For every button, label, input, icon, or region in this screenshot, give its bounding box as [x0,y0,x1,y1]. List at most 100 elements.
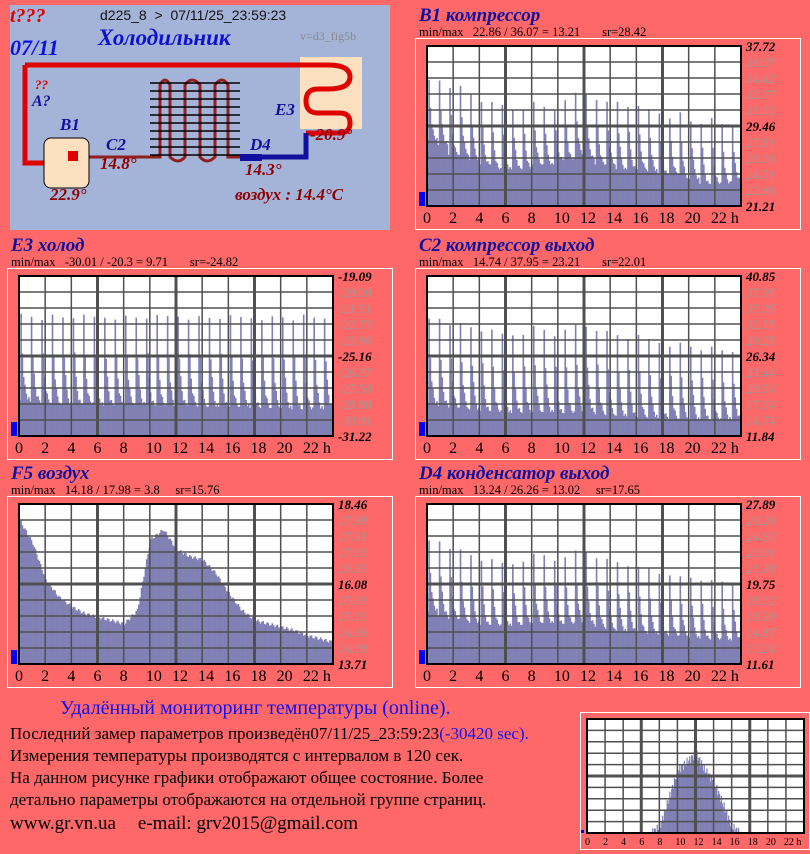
x-tick-label: 6 [502,210,510,227]
x-tick-label: 20 [685,440,701,457]
y-tick-label: 26.34 [745,349,776,364]
sensor-b1-value: 22.9° [50,185,87,205]
status-indicator: t??? [10,5,46,28]
x-tick-label: 18 [748,837,758,848]
last-measurement: Последний замер параметров произведён07/… [10,724,529,744]
x-tick-label: 14 [606,440,622,457]
bar [733,824,734,833]
x-tick-label: 6 [502,668,510,685]
x-tick-label: 12 [580,210,596,227]
y-tick-label: 13.71 [338,657,367,672]
x-tick-label: 14 [198,440,214,457]
y-tick-label: -27.58 [338,381,372,396]
y-tick-label: 40.85 [745,269,776,284]
x-tick-label: 0 [15,668,23,685]
x-tick-label: 16 [632,440,648,457]
x-tick-label: 0 [423,440,431,457]
x-tick-label: 22 h [711,210,739,227]
compressor-b1 [44,138,89,188]
version-label: v=d3_fig5b [300,29,356,44]
chart-panel-c2: C2 компрессор выход min/max 14.74 / 37.9… [415,235,810,463]
x-tick-label: 2 [603,837,608,848]
x-tick-label: 22 h [711,668,739,685]
y-tick-label: 15.13 [338,609,368,624]
y-tick-label: 24.51 [746,167,775,182]
email-link[interactable]: e-mail: grv2015@gmail.com [138,813,358,834]
y-tick-label: 18.46 [338,497,368,512]
x-tick-label: 8 [528,440,536,457]
sensor-e3-label: E3 [275,100,295,120]
x-tick-label: 10 [554,440,570,457]
condenser-coil [80,80,240,161]
current-marker [581,830,584,833]
y-tick-label: 27.81 [746,135,775,150]
x-tick-label: 20 [277,440,293,457]
description-text-2: детально параметры отображаются на отдел… [10,790,486,810]
x-tick-label: 8 [120,668,128,685]
x-tick-label: 16 [224,440,240,457]
current-marker [419,192,425,206]
y-tick-label: -26.37 [338,365,372,380]
x-tick-label: 10 [554,210,570,227]
x-tick-label: 18 [659,440,675,457]
y-tick-label: 20.54 [746,381,776,396]
x-tick-label: 4 [67,668,75,685]
last-measurement-time: 07/11/25_23:59:23 [310,724,439,743]
y-tick-label: -19.09 [338,269,372,284]
y-tick-label: 23.44 [746,365,776,380]
current-marker [419,650,425,664]
y-tick-label: -22.73 [338,317,372,332]
x-tick-label: 6 [502,440,510,457]
x-tick-label: 10 [554,668,570,685]
y-tick-label: 37.72 [745,39,776,54]
y-tick-label: 34.42 [745,71,776,86]
website-link[interactable]: www.gr.vn.ua [10,813,116,834]
chart-title: D4 конденсатор выход [419,463,609,485]
x-tick-label: 22 h [784,837,802,848]
air-temperature: воздух : 14.4°C [235,185,343,205]
description-text-1: На данном рисунке графики отображают общ… [10,768,483,788]
x-tick-label: 0 [15,440,23,457]
x-tick-label: 22 h [303,668,331,685]
y-tick-label: -25.16 [338,349,372,364]
chart-title: F5 воздух [11,463,89,485]
x-tick-label: 16 [632,210,648,227]
x-tick-label: 20 [685,210,701,227]
x-tick-label: 16 [730,837,740,848]
date-label: 07/11 [10,35,59,61]
y-tick-label: 24.63 [746,529,776,544]
x-tick-label: 4 [475,440,483,457]
x-tick-label: 8 [528,210,536,227]
sensor-d4-label: D4 [250,135,271,155]
x-tick-label: 4 [67,440,75,457]
y-tick-label: 18.12 [746,593,776,608]
y-tick-label: 36.07 [745,55,776,70]
chart-title: B1 компрессор [419,5,540,27]
refrigerator-diagram: t??? 07/11 d225_8 > 07/11/25_23:59:23 Хо… [10,5,390,230]
x-tick-label: 4 [475,210,483,227]
y-tick-label: 37.95 [745,285,776,300]
x-tick-label: 6 [639,837,644,848]
x-tick-label: 8 [528,668,536,685]
y-tick-label: 23.01 [746,545,775,560]
y-tick-label: 13.24 [746,641,776,656]
x-tick-label: 0 [585,837,590,848]
y-tick-label: 27.89 [745,497,776,512]
sensor-e3-value: -20.9° [310,125,352,145]
y-tick-label: -30.01 [338,413,372,428]
y-tick-label: 21.38 [746,561,776,576]
device-timestamp: d225_8 > 07/11/25_23:59:23 [100,7,286,23]
y-tick-label: 16.08 [338,577,368,592]
x-tick-label: 12 [172,668,188,685]
footer-heading: Удалённый мониторинг температуры (online… [60,697,451,720]
x-tick-label: 2 [41,668,49,685]
y-tick-label: 21.21 [745,199,775,214]
x-tick-label: 6 [94,440,102,457]
y-tick-label: 17.98 [338,513,368,528]
x-tick-label: 18 [251,440,267,457]
y-tick-label: 26.26 [746,513,776,528]
